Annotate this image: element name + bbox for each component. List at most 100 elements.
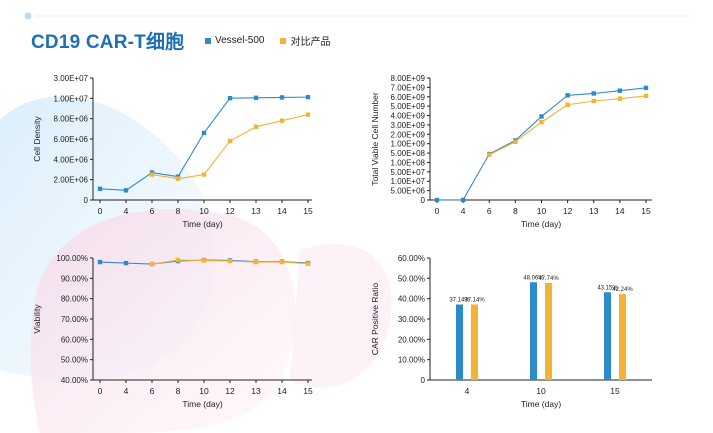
x-tick-label: 10 <box>199 206 209 216</box>
bar-vessel <box>530 282 537 380</box>
bar-value-label: 42.24% <box>612 287 633 293</box>
data-point-vessel <box>539 114 544 119</box>
y-tick-label: 100.00% <box>56 254 88 263</box>
x-tick-label: 13 <box>589 206 599 216</box>
data-point-comparison <box>513 139 518 145</box>
data-point-comparison <box>643 93 649 99</box>
y-tick-label: 4.00E+09 <box>391 112 426 121</box>
data-point-vessel <box>97 259 103 265</box>
data-point-comparison <box>175 257 181 263</box>
axes-viability: 40.00% 50.00% 60.00% 70.00% 80.00% 90.00% 100.… <box>32 254 312 409</box>
data-point-comparison <box>591 98 596 104</box>
legend-label-comparison: 对比产品 <box>290 37 331 48</box>
bar-value-label: 37.14% <box>449 297 470 303</box>
data-point-vessel <box>227 95 233 101</box>
data-point-vessel <box>253 95 259 101</box>
data-point-vessel <box>123 188 129 193</box>
bar-vessel <box>604 292 611 380</box>
x-tick-label: 13 <box>251 386 261 396</box>
x-tick-label: 12 <box>225 386 235 396</box>
x-tick-label: 15 <box>303 386 313 396</box>
y-tick-label: 0 <box>421 376 426 385</box>
x-tick-label: 0 <box>98 206 103 216</box>
x-tick-label: 13 <box>251 206 261 216</box>
data-point-comparison <box>175 176 181 181</box>
x-tick-label: 15 <box>303 206 313 216</box>
y-tick-label: 60.00% <box>61 335 88 344</box>
bar-value-label: 47.74% <box>538 276 559 282</box>
x-tick-label: 4 <box>465 386 470 396</box>
y-tick-label: 8.00E+06 <box>54 115 89 124</box>
data-point-vessel <box>434 197 440 203</box>
x-tick-label: 10 <box>536 386 546 396</box>
data-point-comparison <box>279 259 285 265</box>
x-tick-label: 0 <box>435 206 440 216</box>
x-tick-label: 12 <box>225 206 235 216</box>
legend-item-comparison: 对比产品 <box>280 33 330 48</box>
y-tick-label: 2.00E+09 <box>391 130 426 139</box>
data-point-vessel <box>565 93 570 98</box>
y-tick-label: 2.00E+06 <box>54 176 89 185</box>
axes-car-positive-ratio: 0 10.00% 20.00% 30.00% 40.00% 50.00% 60.00% Tim… <box>370 254 652 409</box>
axes-total-viable-cell-number: 05.00E+061.00E+075.00E+071.00E+085.00E+0… <box>370 74 652 229</box>
x-tick-label: 10 <box>537 206 547 216</box>
x-tick-label: 15 <box>610 386 620 396</box>
data-point-comparison <box>305 261 311 266</box>
y-tick-label: 40.00% <box>61 376 88 385</box>
x-tick-label: 14 <box>615 206 625 216</box>
data-point-comparison <box>487 152 492 157</box>
x-axis-title: Time (day) <box>182 399 222 409</box>
x-tick-label: 6 <box>150 386 155 396</box>
data-point-vessel <box>643 85 649 91</box>
x-axis-title: Time (day) <box>182 219 222 229</box>
x-tick-label: 6 <box>487 206 492 216</box>
legend-swatch-vessel <box>205 37 211 44</box>
data-point-comparison <box>565 102 570 107</box>
data-point-comparison <box>279 118 285 123</box>
y-tick-label: 10.00% <box>398 356 425 365</box>
y-tick-label: 50.00% <box>398 274 425 283</box>
data-point-vessel <box>460 197 466 203</box>
bar-value-label: 43.15% <box>597 285 618 291</box>
x-axis-title: Time (day) <box>521 219 561 229</box>
x-tick-label: 6 <box>150 206 155 216</box>
y-tick-label: 3.00E+07 <box>54 74 89 83</box>
data-point-comparison <box>253 124 259 129</box>
data-point-vessel <box>97 186 103 192</box>
y-axis-title: Total Viable Cell Number <box>370 92 380 186</box>
data-point-comparison <box>305 112 311 117</box>
y-tick-label: 5.00E+08 <box>391 149 426 158</box>
y-tick-label: 20.00% <box>398 335 425 344</box>
legend-item-vessel: Vessel-500 <box>205 35 264 46</box>
bar-value-label: 48.06% <box>523 275 544 281</box>
y-axis-title: Cell Density <box>32 116 42 162</box>
x-tick-label: 0 <box>98 386 103 396</box>
y-tick-label: 1.00E+07 <box>391 177 426 186</box>
data-point-comparison <box>201 172 207 177</box>
y-tick-label: 6.00E+06 <box>54 135 89 144</box>
data-point-comparison <box>617 96 623 101</box>
legend-label-vessel: Vessel-500 <box>215 35 265 46</box>
x-tick-label: 14 <box>277 386 287 396</box>
y-axis-title: CAR Positive Ratio <box>370 283 380 356</box>
y-tick-label: 40.00% <box>398 295 425 304</box>
y-tick-label: 70.00% <box>61 315 88 324</box>
bar-value-label: 37.14% <box>464 297 485 303</box>
data-point-comparison <box>227 258 233 264</box>
data-point-vessel <box>591 91 596 96</box>
y-tick-label: 1.00E+08 <box>391 158 426 167</box>
y-tick-label: 90.00% <box>61 274 88 283</box>
chart-legend: Vessel-500 对比产品 <box>205 33 346 48</box>
page-title: CD19 CAR-T细胞 <box>31 32 185 53</box>
x-tick-label: 15 <box>641 206 651 216</box>
y-axis-title: Viability <box>32 304 42 334</box>
page-header: CD19 CAR-T细胞 Vessel-500 对比产品 <box>0 0 713 56</box>
data-point-comparison <box>539 119 544 125</box>
y-tick-label: 7.00E+09 <box>391 83 426 92</box>
x-tick-label: 4 <box>124 386 129 396</box>
x-tick-label: 8 <box>176 206 181 216</box>
x-tick-label: 12 <box>563 206 573 216</box>
